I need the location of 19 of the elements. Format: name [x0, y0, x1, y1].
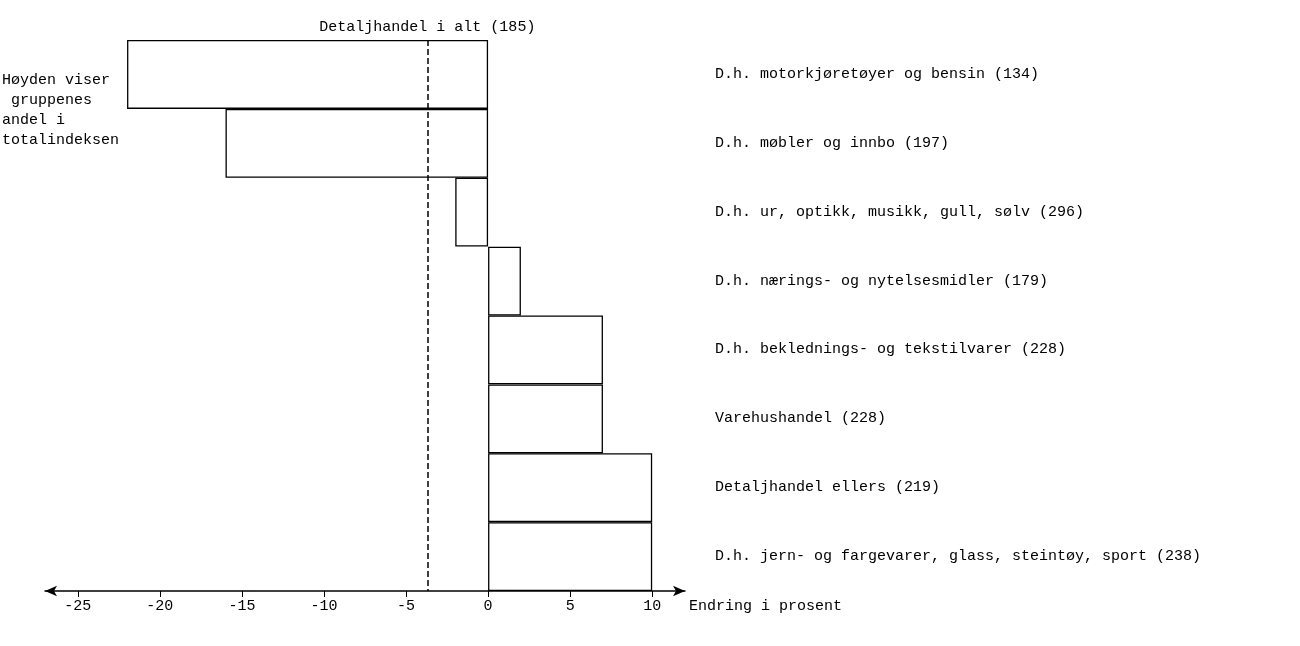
x-axis-title: Endring i prosent — [689, 598, 843, 615]
x-tick-label: -20 — [146, 598, 174, 615]
y-tick-label: D.h. nærings- og nytelsesmidler (179) — [715, 272, 1049, 290]
y-tick-label: Varehushandel (228) — [715, 410, 887, 428]
x-tick-label: -10 — [310, 598, 338, 615]
ref-line-label: Detaljhandel i alt (185) — [319, 19, 536, 36]
x-tick-label: -15 — [228, 598, 256, 615]
x-tick-label: -5 — [397, 598, 416, 615]
y-tick-label: D.h. møbler og innbo (197) — [715, 134, 950, 152]
y-tick-label: Detaljhandel ellers (219) — [715, 479, 941, 497]
y-tick-label: D.h. motorkjøretøyer og bensin (134) — [715, 65, 1040, 83]
x-tick-label: 10 — [643, 598, 662, 615]
annotation: Høyden viser gruppenes andel i totalindeksen — [2, 71, 120, 149]
y-tick-label: D.h. beklednings- og tekstilvarer (228) — [715, 341, 1067, 359]
y-tick-label: D.h. jern- og fargevarer, glass, steintøy, sport (238) — [715, 548, 1202, 566]
x-tick-label: 0 — [483, 598, 493, 615]
y-tick-label: D.h. ur, optikk, musikk, gull, sølv (296) — [715, 203, 1085, 221]
x-tick-label: 5 — [565, 598, 575, 615]
x-tick-label: -25 — [64, 598, 92, 615]
